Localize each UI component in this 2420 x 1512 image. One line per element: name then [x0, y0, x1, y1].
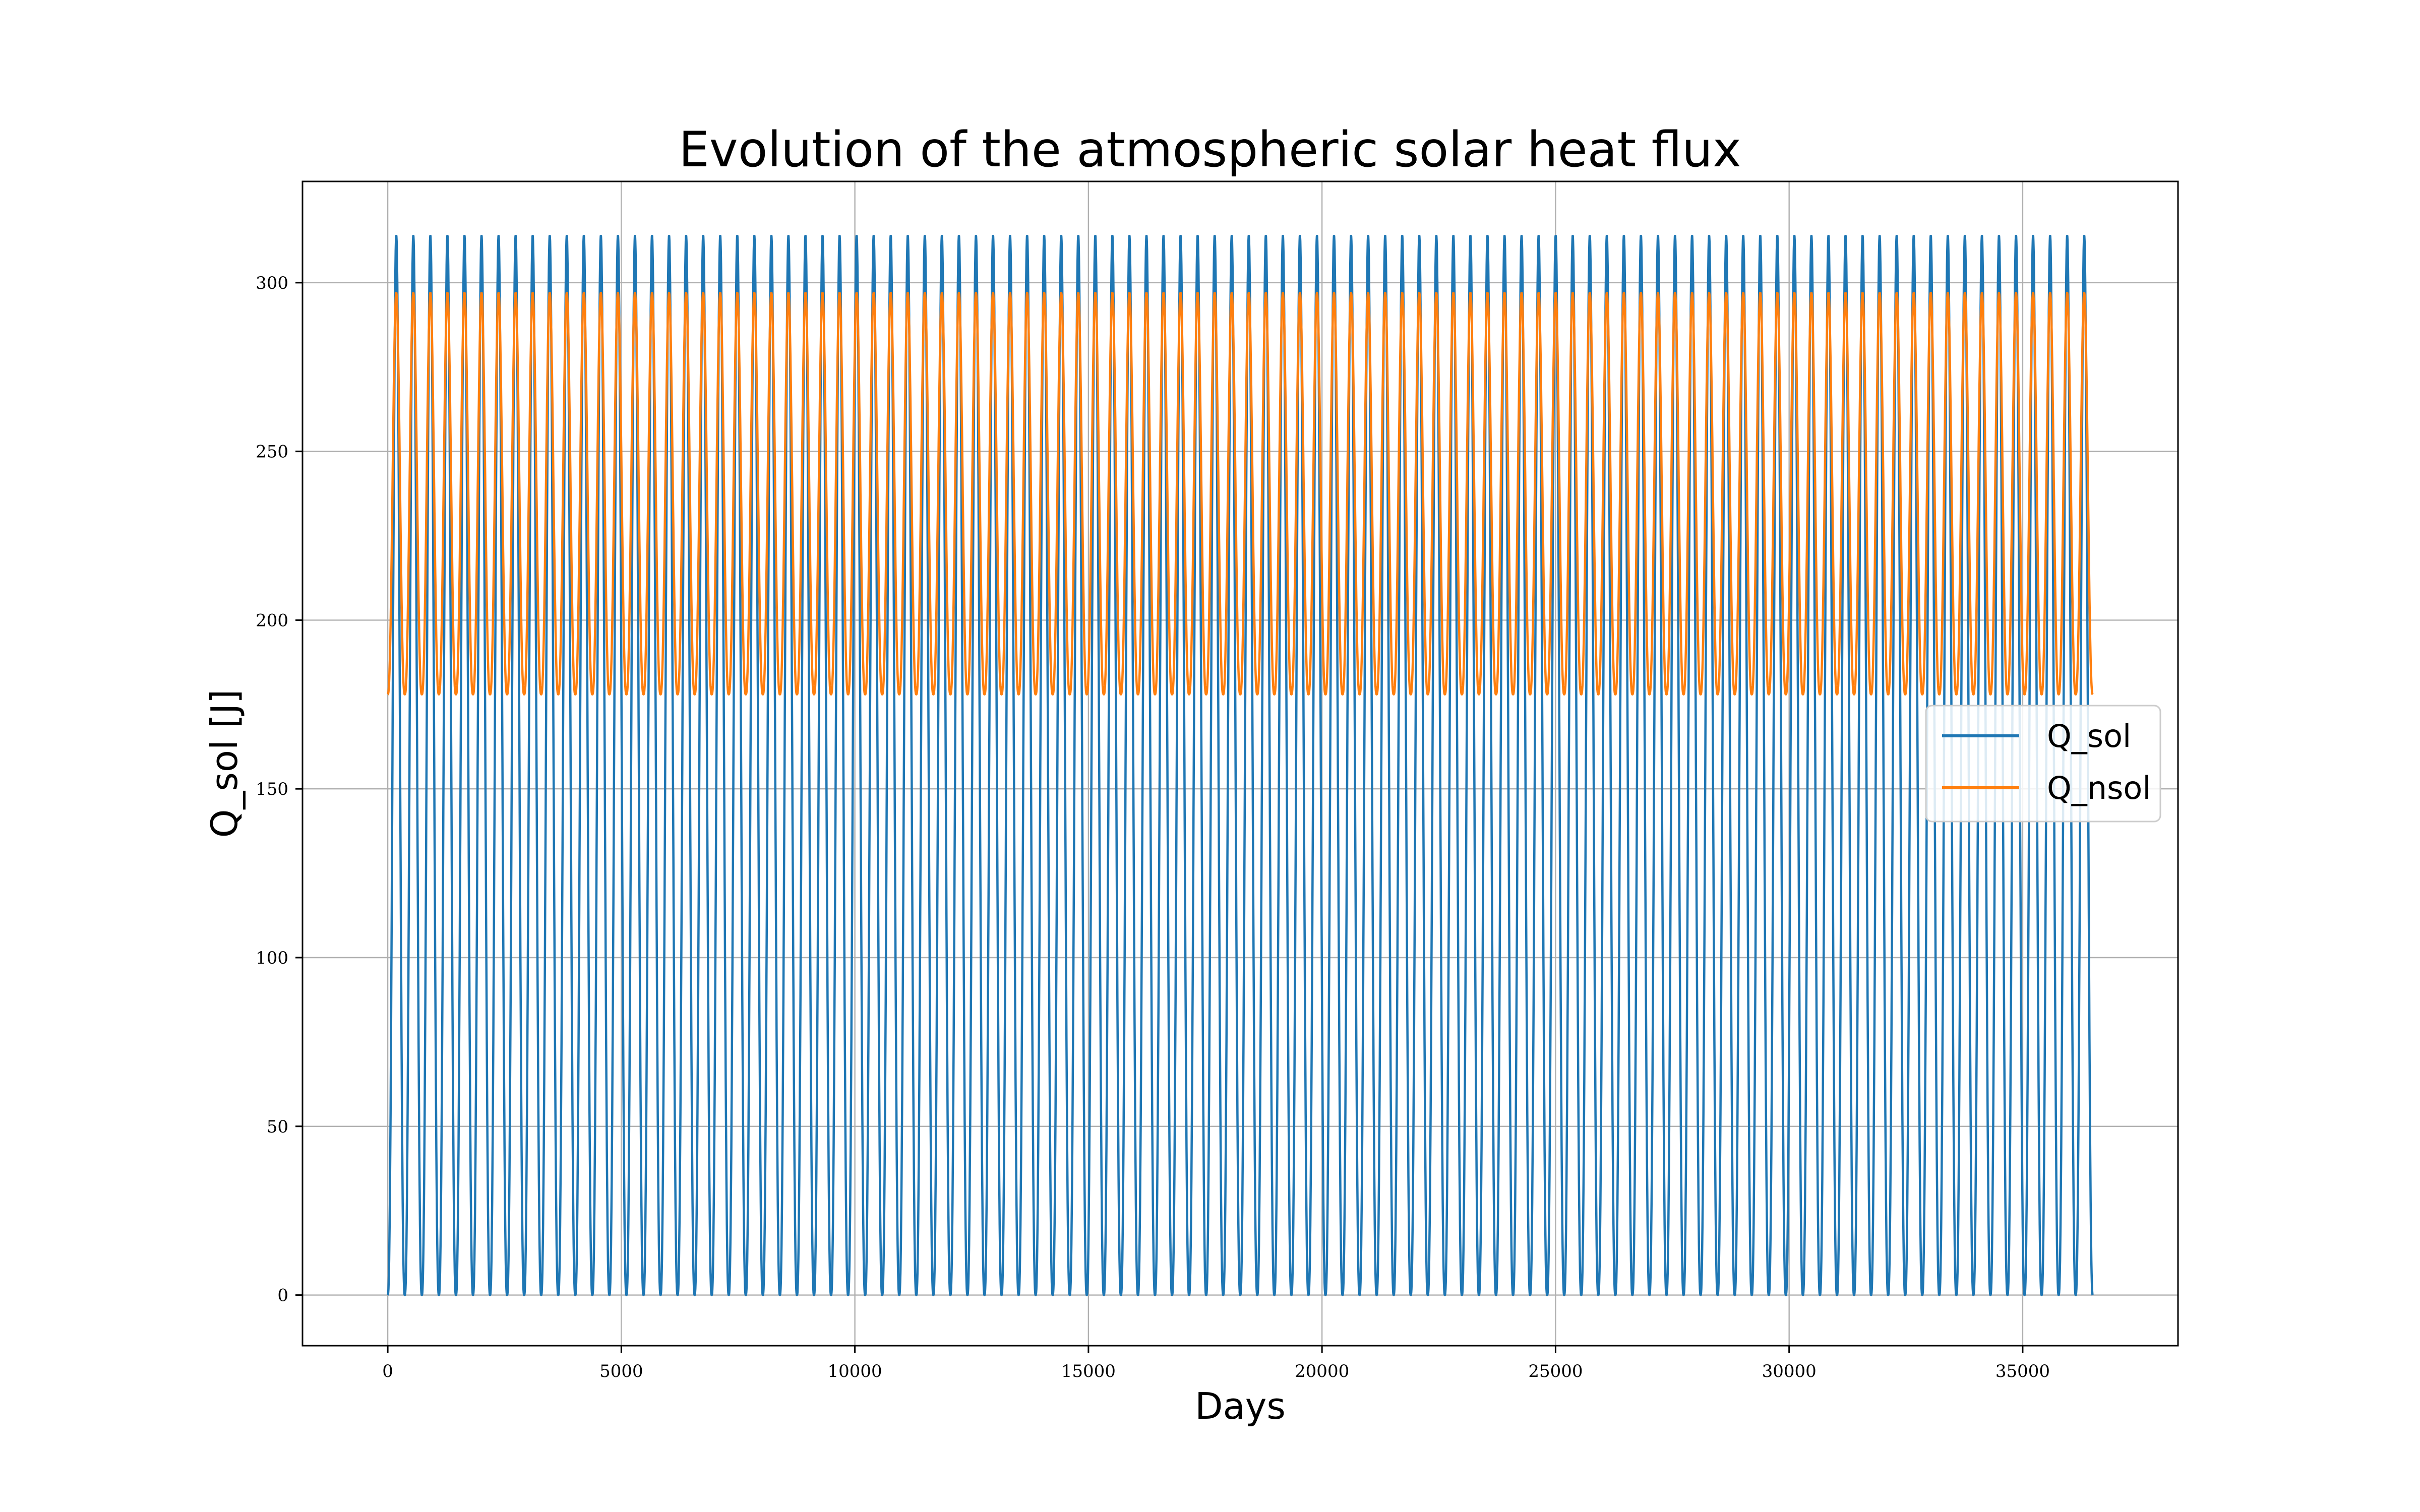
legend-label-q-nsol: Q_nsol: [2047, 770, 2151, 806]
x-tick-label: 35000: [1995, 1361, 2050, 1381]
x-tick-label: 20000: [1295, 1361, 1349, 1381]
y-tick-label: 300: [256, 273, 288, 293]
x-tick-label: 5000: [599, 1361, 643, 1381]
series-line-q-nsol: [387, 292, 2094, 696]
y-tick-label: 200: [256, 610, 288, 631]
x-tick-label: 15000: [1061, 1361, 1116, 1381]
legend-label-q-sol: Q_sol: [2047, 718, 2131, 754]
chart-title: Evolution of the atmospheric solar heat …: [679, 121, 1741, 178]
plot-frame: [301, 180, 2179, 1347]
y-tick-label: 250: [256, 442, 288, 462]
y-tick-label: 0: [277, 1286, 288, 1306]
legend: Q_sol Q_nsol: [1925, 705, 2161, 823]
series-line-q-sol: [387, 235, 2094, 1296]
y-tick-label: 100: [256, 948, 288, 968]
x-tick-label: 0: [382, 1361, 393, 1381]
ticks: 0 5000 10000 15000 20000 25000 30000 35000 0 50 10…: [256, 273, 2050, 1381]
x-tick-label: 25000: [1528, 1361, 1583, 1381]
series-layer: [387, 235, 2094, 1296]
y-tick-label: 150: [256, 779, 288, 799]
y-axis-label: Q_sol [J]: [203, 689, 246, 838]
x-axis-label: Days: [1195, 1385, 1286, 1427]
x-tick-label: 30000: [1762, 1361, 1817, 1381]
y-tick-label: 50: [267, 1117, 288, 1137]
x-tick-label: 10000: [828, 1361, 882, 1381]
